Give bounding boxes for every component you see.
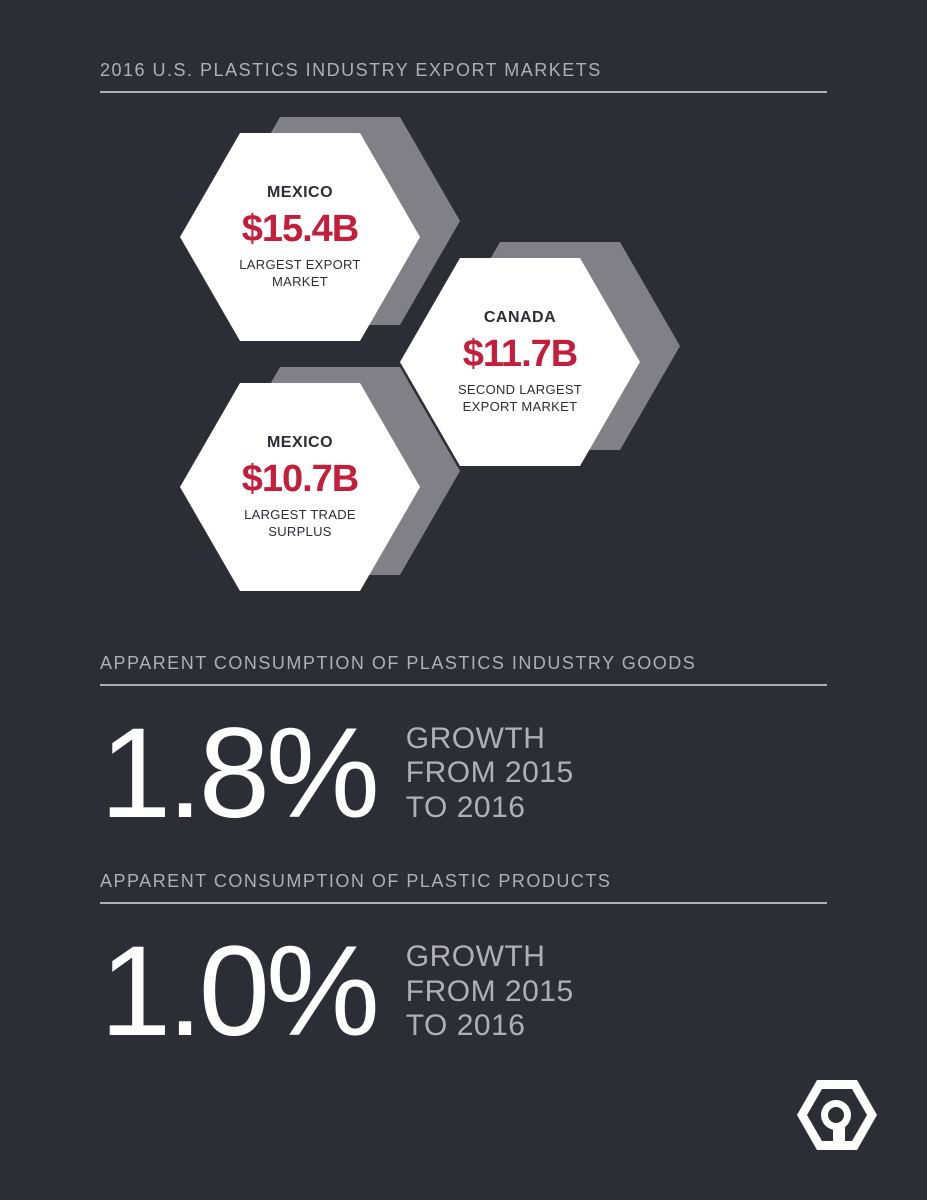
hexagon-value-0: $15.4B <box>242 208 359 251</box>
hexagon-country-1: CANADA <box>484 309 556 327</box>
hexagon-2: MEXICO $10.7B LARGEST TRADESURPLUS <box>180 383 420 591</box>
stat-block-1: 1.0% GROWTHFROM 2015TO 2016 <box>100 934 827 1049</box>
hexagon-country-0: MEXICO <box>267 184 333 202</box>
stat-section-0: APPARENT CONSUMPTION OF PLASTICS INDUSTR… <box>100 653 827 831</box>
stat-value-0: 1.8% <box>100 716 376 831</box>
hexagon-value-1: $11.7B <box>463 333 577 376</box>
hexagon-desc-2: LARGEST TRADESURPLUS <box>244 507 356 540</box>
stat-title-1: APPARENT CONSUMPTION OF PLASTIC PRODUCTS <box>100 871 827 892</box>
stat-title-0: APPARENT CONSUMPTION OF PLASTICS INDUSTR… <box>100 653 827 674</box>
hexagon-group: MEXICO $15.4B LARGEST EXPORTMARKET CANADA $1… <box>100 123 827 653</box>
hexagon-desc-0: LARGEST EXPORTMARKET <box>239 257 360 290</box>
stat-rule-1 <box>100 902 827 904</box>
hexagon-desc-1: SECOND LARGESTEXPORT MARKET <box>458 382 582 415</box>
infographic-container: 2016 U.S. PLASTICS INDUSTRY EXPORT MARKE… <box>0 0 927 1049</box>
stat-desc-0: GROWTHFROM 2015TO 2016 <box>406 722 574 826</box>
stat-desc-1: GROWTHFROM 2015TO 2016 <box>406 940 574 1044</box>
plastics-logo-icon <box>797 1080 877 1160</box>
hexagon-value-2: $10.7B <box>242 458 359 501</box>
stat-value-1: 1.0% <box>100 934 376 1049</box>
stat-section-1: APPARENT CONSUMPTION OF PLASTIC PRODUCTS… <box>100 871 827 1049</box>
hexagon-0: MEXICO $15.4B LARGEST EXPORTMARKET <box>180 133 420 341</box>
stat-rule-0 <box>100 684 827 686</box>
hexagon-country-2: MEXICO <box>267 434 333 452</box>
header-title: 2016 U.S. PLASTICS INDUSTRY EXPORT MARKE… <box>100 60 827 81</box>
stat-block-0: 1.8% GROWTHFROM 2015TO 2016 <box>100 716 827 831</box>
header-rule <box>100 91 827 93</box>
